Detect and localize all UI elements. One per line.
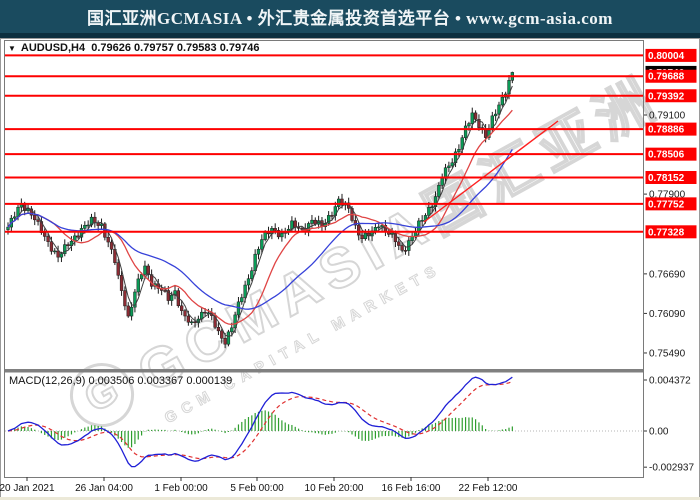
svg-text:0.80004: 0.80004 <box>648 51 685 62</box>
ma-line-13 <box>7 109 513 326</box>
banner-text: 国汇亚洲GCMASIA • 外汇贵金属投资首选平台 • www.gcm-asia… <box>87 9 613 28</box>
svg-text:0.79100: 0.79100 <box>649 111 686 122</box>
brand-banner: 国汇亚洲GCMASIA • 外汇贵金属投资首选平台 • www.gcm-asia… <box>0 0 700 38</box>
panel-splitter[interactable] <box>4 369 644 373</box>
svg-text:0.00: 0.00 <box>649 427 669 438</box>
macd-indicator-label: MACD(12,26,9) 0.003506 0.003367 0.000139 <box>9 375 233 387</box>
ohlc-values: 0.79626 0.79757 0.79583 0.79746 <box>91 42 260 54</box>
svg-text:0.79688: 0.79688 <box>648 72 685 83</box>
svg-text:10 Feb 20:00: 10 Feb 20:00 <box>305 483 364 494</box>
symbol-period-label: AUDUSD,H4 <box>20 42 86 54</box>
macd-axis: 0.004372 0.00 -0.002937 <box>643 376 694 474</box>
svg-text:0.78506: 0.78506 <box>648 150 685 161</box>
svg-text:0.77900: 0.77900 <box>649 190 686 201</box>
svg-text:0.75490: 0.75490 <box>649 348 686 359</box>
chart-title-bar: ▼ AUDUSD,H4 0.79626 0.79757 0.79583 0.797… <box>8 42 259 54</box>
svg-text:0.76090: 0.76090 <box>649 309 686 320</box>
ma-line-4 <box>7 85 513 337</box>
svg-text:0.004372: 0.004372 <box>649 376 691 387</box>
plot-frame <box>4 40 644 478</box>
svg-text:16 Feb 16:00: 16 Feb 16:00 <box>382 483 441 494</box>
macd-panel <box>5 376 643 468</box>
svg-text:0.78152: 0.78152 <box>648 173 685 184</box>
svg-text:0.76690: 0.76690 <box>649 269 686 280</box>
candlestick-series <box>6 71 514 349</box>
macd-signal-line <box>7 381 513 460</box>
svg-text:5 Feb 00:00: 5 Feb 00:00 <box>230 483 284 494</box>
svg-text:1 Feb 00:00: 1 Feb 00:00 <box>154 483 208 494</box>
ma-line-30 <box>7 149 513 310</box>
svg-text:-0.002937: -0.002937 <box>649 463 694 474</box>
window-bottom-strip <box>0 497 700 500</box>
svg-text:0.79392: 0.79392 <box>648 91 685 102</box>
time-axis: 20 Jan 2021 26 Jan 04:00 1 Feb 00:00 5 Feb … <box>0 477 518 494</box>
svg-text:0.78886: 0.78886 <box>648 125 685 136</box>
resistance-levels[interactable]: 0.80004 0.79688 0.79392 0.78886 0.78506 0.781… <box>5 48 697 239</box>
macd-main-line <box>7 376 513 468</box>
svg-text:22 Feb 12:00: 22 Feb 12:00 <box>459 483 518 494</box>
trendline[interactable] <box>423 120 559 223</box>
svg-text:20 Jan 2021: 20 Jan 2021 <box>0 483 55 494</box>
svg-text:0.77328: 0.77328 <box>648 227 685 238</box>
svg-text:26 Jan 04:00: 26 Jan 04:00 <box>75 483 133 494</box>
svg-text:0.77752: 0.77752 <box>648 199 685 210</box>
chevron-down-icon[interactable]: ▼ <box>8 44 16 53</box>
